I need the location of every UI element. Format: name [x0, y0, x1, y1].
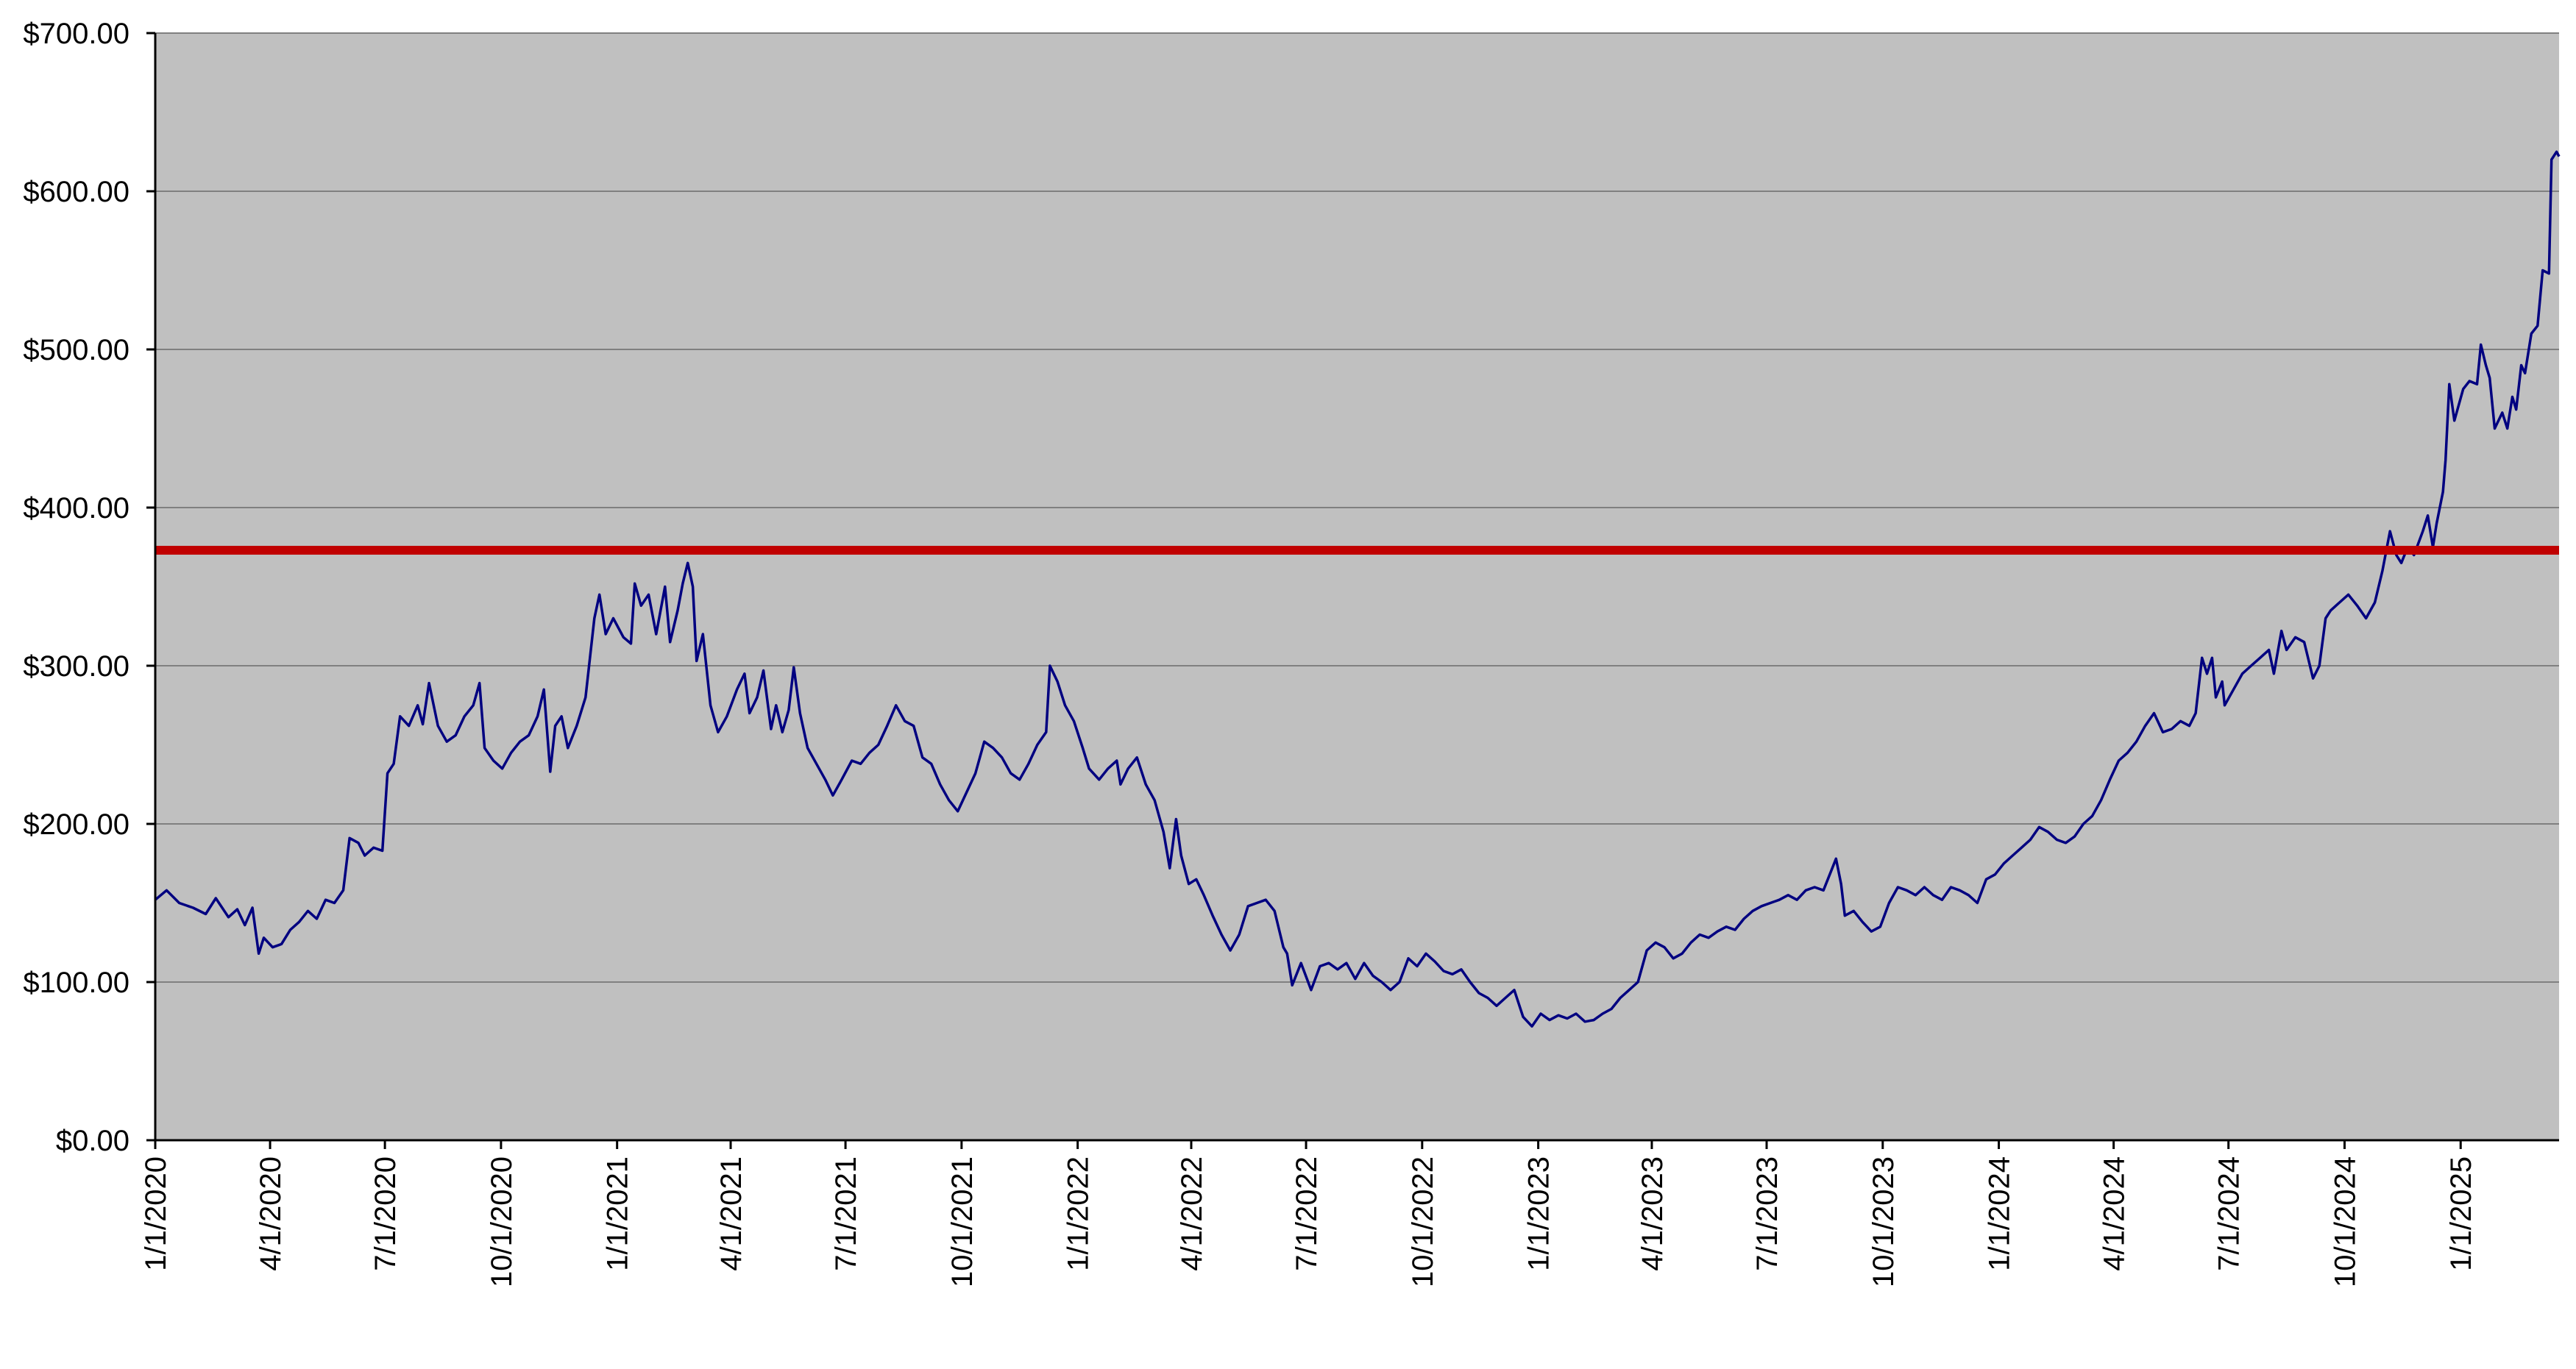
price-series-line	[154, 150, 2561, 1028]
x-tick-label: 1/1/2024	[1984, 1156, 2016, 1271]
plot-area	[155, 33, 2559, 1140]
y-gridlines	[155, 32, 2559, 983]
x-tick-label: 4/1/2023	[1636, 1156, 1669, 1271]
x-tick-label: 1/1/2025	[2445, 1156, 2477, 1271]
price-series	[154, 150, 2561, 1028]
x-tick-label: 7/1/2024	[2213, 1156, 2246, 1271]
x-tick-label: 10/1/2023	[1867, 1156, 1900, 1287]
y-tick-label: $600.00	[23, 176, 129, 208]
x-tick-label: 7/1/2023	[1751, 1156, 1784, 1271]
x-tick-labels: 1/1/2020 4/1/2020 7/1/2020 10/1/2020 1/1/202…	[140, 1156, 2477, 1287]
x-tick-label: 1/1/2021	[602, 1156, 634, 1271]
x-tick-label: 4/1/2022	[1176, 1156, 1208, 1271]
x-tick-label: 7/1/2020	[369, 1156, 402, 1271]
x-tick-label: 10/1/2021	[946, 1156, 979, 1287]
x-tick-label: 10/1/2020	[486, 1156, 518, 1287]
y-tick-labels: $0.00 $100.00 $200.00 $300.00 $400.00 $500.00…	[23, 18, 129, 1157]
x-tick-label: 10/1/2024	[2329, 1156, 2361, 1287]
x-tick-label: 7/1/2022	[1291, 1156, 1323, 1271]
y-tick-label: $500.00	[23, 334, 129, 366]
x-tick-label: 4/1/2024	[2098, 1156, 2131, 1271]
x-tick-label: 7/1/2021	[830, 1156, 862, 1271]
y-tick-label: $700.00	[23, 18, 129, 50]
x-tick-label: 1/1/2023	[1523, 1156, 1555, 1271]
axes	[146, 32, 2559, 1149]
x-tick-label: 1/1/2022	[1062, 1156, 1095, 1271]
x-tick-label: 4/1/2020	[255, 1156, 287, 1271]
x-tick-label: 4/1/2021	[715, 1156, 748, 1271]
y-tick-label: $0.00	[56, 1125, 129, 1157]
x-tick-label: 1/1/2020	[140, 1156, 172, 1271]
y-tick-label: $100.00	[23, 967, 129, 999]
x-tick-label: 10/1/2022	[1407, 1156, 1439, 1287]
y-tick-label: $400.00	[23, 492, 129, 525]
y-tick-label: $200.00	[23, 808, 129, 841]
y-tick-label: $300.00	[23, 650, 129, 683]
